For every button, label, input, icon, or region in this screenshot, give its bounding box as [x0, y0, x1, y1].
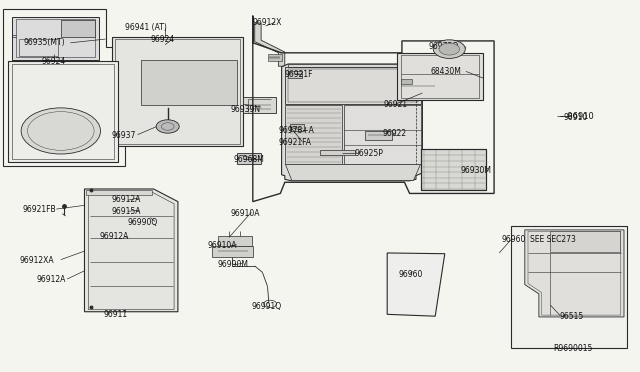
Text: 96968M: 96968M	[234, 155, 264, 164]
Polygon shape	[525, 230, 624, 317]
Text: 68430M: 68430M	[430, 67, 461, 76]
Text: 96912X: 96912X	[253, 18, 282, 27]
Text: 96921FA: 96921FA	[278, 138, 312, 147]
Polygon shape	[86, 190, 152, 195]
Polygon shape	[243, 97, 276, 113]
Polygon shape	[84, 189, 178, 312]
Text: 96912A: 96912A	[99, 232, 129, 241]
Polygon shape	[401, 79, 412, 84]
Polygon shape	[387, 253, 445, 316]
Polygon shape	[12, 17, 99, 60]
Polygon shape	[397, 53, 483, 100]
Text: SEE SEC273: SEE SEC273	[530, 235, 576, 244]
Polygon shape	[285, 164, 420, 180]
Text: 96922: 96922	[382, 129, 406, 138]
Polygon shape	[61, 20, 95, 37]
Text: 96910: 96910	[563, 113, 588, 122]
Text: 96911: 96911	[104, 310, 128, 319]
Text: R9690015: R9690015	[553, 344, 593, 353]
Polygon shape	[112, 37, 243, 146]
Text: 96921FB: 96921FB	[22, 205, 56, 214]
Text: 96515: 96515	[560, 312, 584, 321]
Text: 96939N: 96939N	[230, 105, 260, 114]
Text: 96924: 96924	[42, 57, 66, 66]
Text: 96924: 96924	[150, 35, 175, 44]
Text: —96910: —96910	[560, 112, 595, 121]
Text: 96930M: 96930M	[461, 166, 492, 174]
Polygon shape	[8, 61, 118, 162]
Text: 96912A: 96912A	[112, 195, 141, 203]
Text: 96990M: 96990M	[218, 260, 248, 269]
Polygon shape	[285, 67, 421, 104]
Polygon shape	[218, 236, 252, 246]
Text: 96978+A: 96978+A	[278, 126, 314, 135]
Text: 96937: 96937	[112, 131, 136, 140]
Text: 96925P: 96925P	[355, 149, 383, 158]
Polygon shape	[282, 64, 422, 181]
Circle shape	[439, 43, 460, 55]
Circle shape	[21, 108, 100, 154]
Polygon shape	[320, 150, 355, 155]
Polygon shape	[237, 153, 261, 164]
Text: 96941 (AT): 96941 (AT)	[125, 23, 166, 32]
Polygon shape	[141, 60, 237, 105]
Circle shape	[156, 120, 179, 133]
Text: 96960: 96960	[502, 235, 526, 244]
Circle shape	[433, 40, 465, 58]
Text: 96960: 96960	[398, 270, 422, 279]
Text: 96915A: 96915A	[112, 207, 141, 216]
Polygon shape	[268, 54, 282, 61]
Polygon shape	[421, 149, 486, 190]
Polygon shape	[288, 71, 302, 78]
Text: 96912A: 96912A	[36, 275, 66, 284]
Text: 96921F: 96921F	[285, 70, 314, 79]
Polygon shape	[344, 105, 421, 164]
Text: 96912XA: 96912XA	[19, 256, 54, 265]
Polygon shape	[288, 64, 422, 67]
Text: 96935(MT): 96935(MT)	[23, 38, 65, 47]
Polygon shape	[285, 105, 342, 164]
Polygon shape	[365, 131, 392, 140]
Polygon shape	[290, 124, 304, 131]
Text: 96910A: 96910A	[208, 241, 237, 250]
Text: 96991Q: 96991Q	[252, 302, 282, 311]
Polygon shape	[511, 226, 627, 348]
Polygon shape	[212, 246, 253, 257]
Text: 96990Q: 96990Q	[128, 218, 158, 227]
Text: 96921: 96921	[384, 100, 408, 109]
Polygon shape	[550, 231, 620, 252]
Polygon shape	[255, 23, 285, 66]
Text: 96975Q: 96975Q	[429, 42, 459, 51]
Text: 96910A: 96910A	[230, 209, 260, 218]
